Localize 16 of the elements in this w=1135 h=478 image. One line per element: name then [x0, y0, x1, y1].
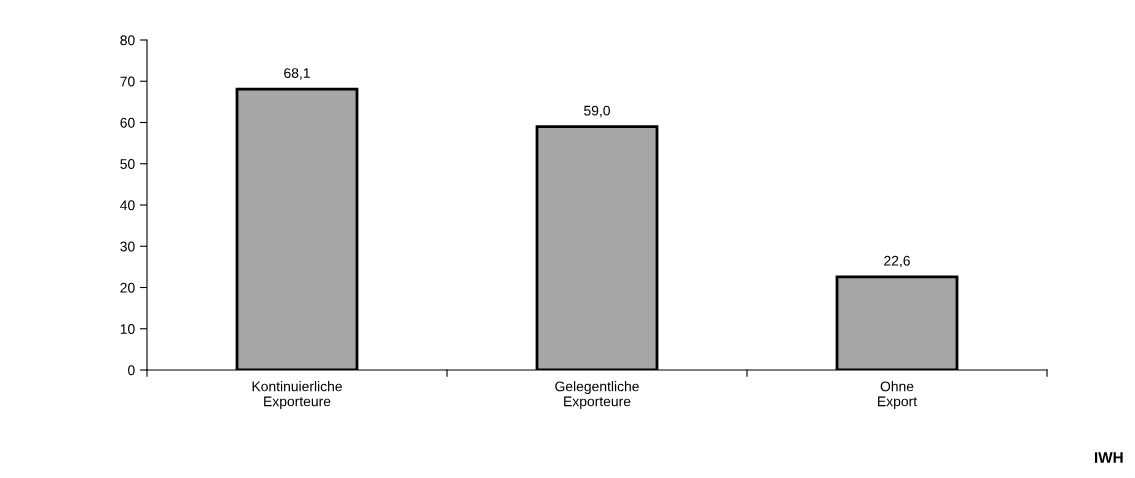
y-tick-label: 10	[120, 324, 135, 334]
x-tick-label: Kontinuierliche Exporteure	[252, 381, 342, 410]
data-label: 59,0	[584, 105, 610, 118]
y-tick-label: 80	[120, 35, 135, 46]
y-tick-label: 20	[120, 282, 135, 293]
data-label: 68,1	[284, 68, 310, 80]
x-tick-label: Ohne Export	[878, 381, 917, 410]
y-tick-label: 30	[120, 241, 135, 252]
y-tick-label: 60	[120, 117, 135, 128]
y-tick-label: 0	[128, 365, 135, 376]
y-tick-label: 70	[120, 76, 135, 87]
text: IWH	[1094, 452, 1123, 463]
y-tick-label: 40	[120, 200, 135, 211]
data-label: 22,6	[884, 255, 910, 268]
x-tick-label: Gelegentliche Exporteure	[555, 381, 639, 410]
y-tick-label: 50	[120, 159, 135, 169]
